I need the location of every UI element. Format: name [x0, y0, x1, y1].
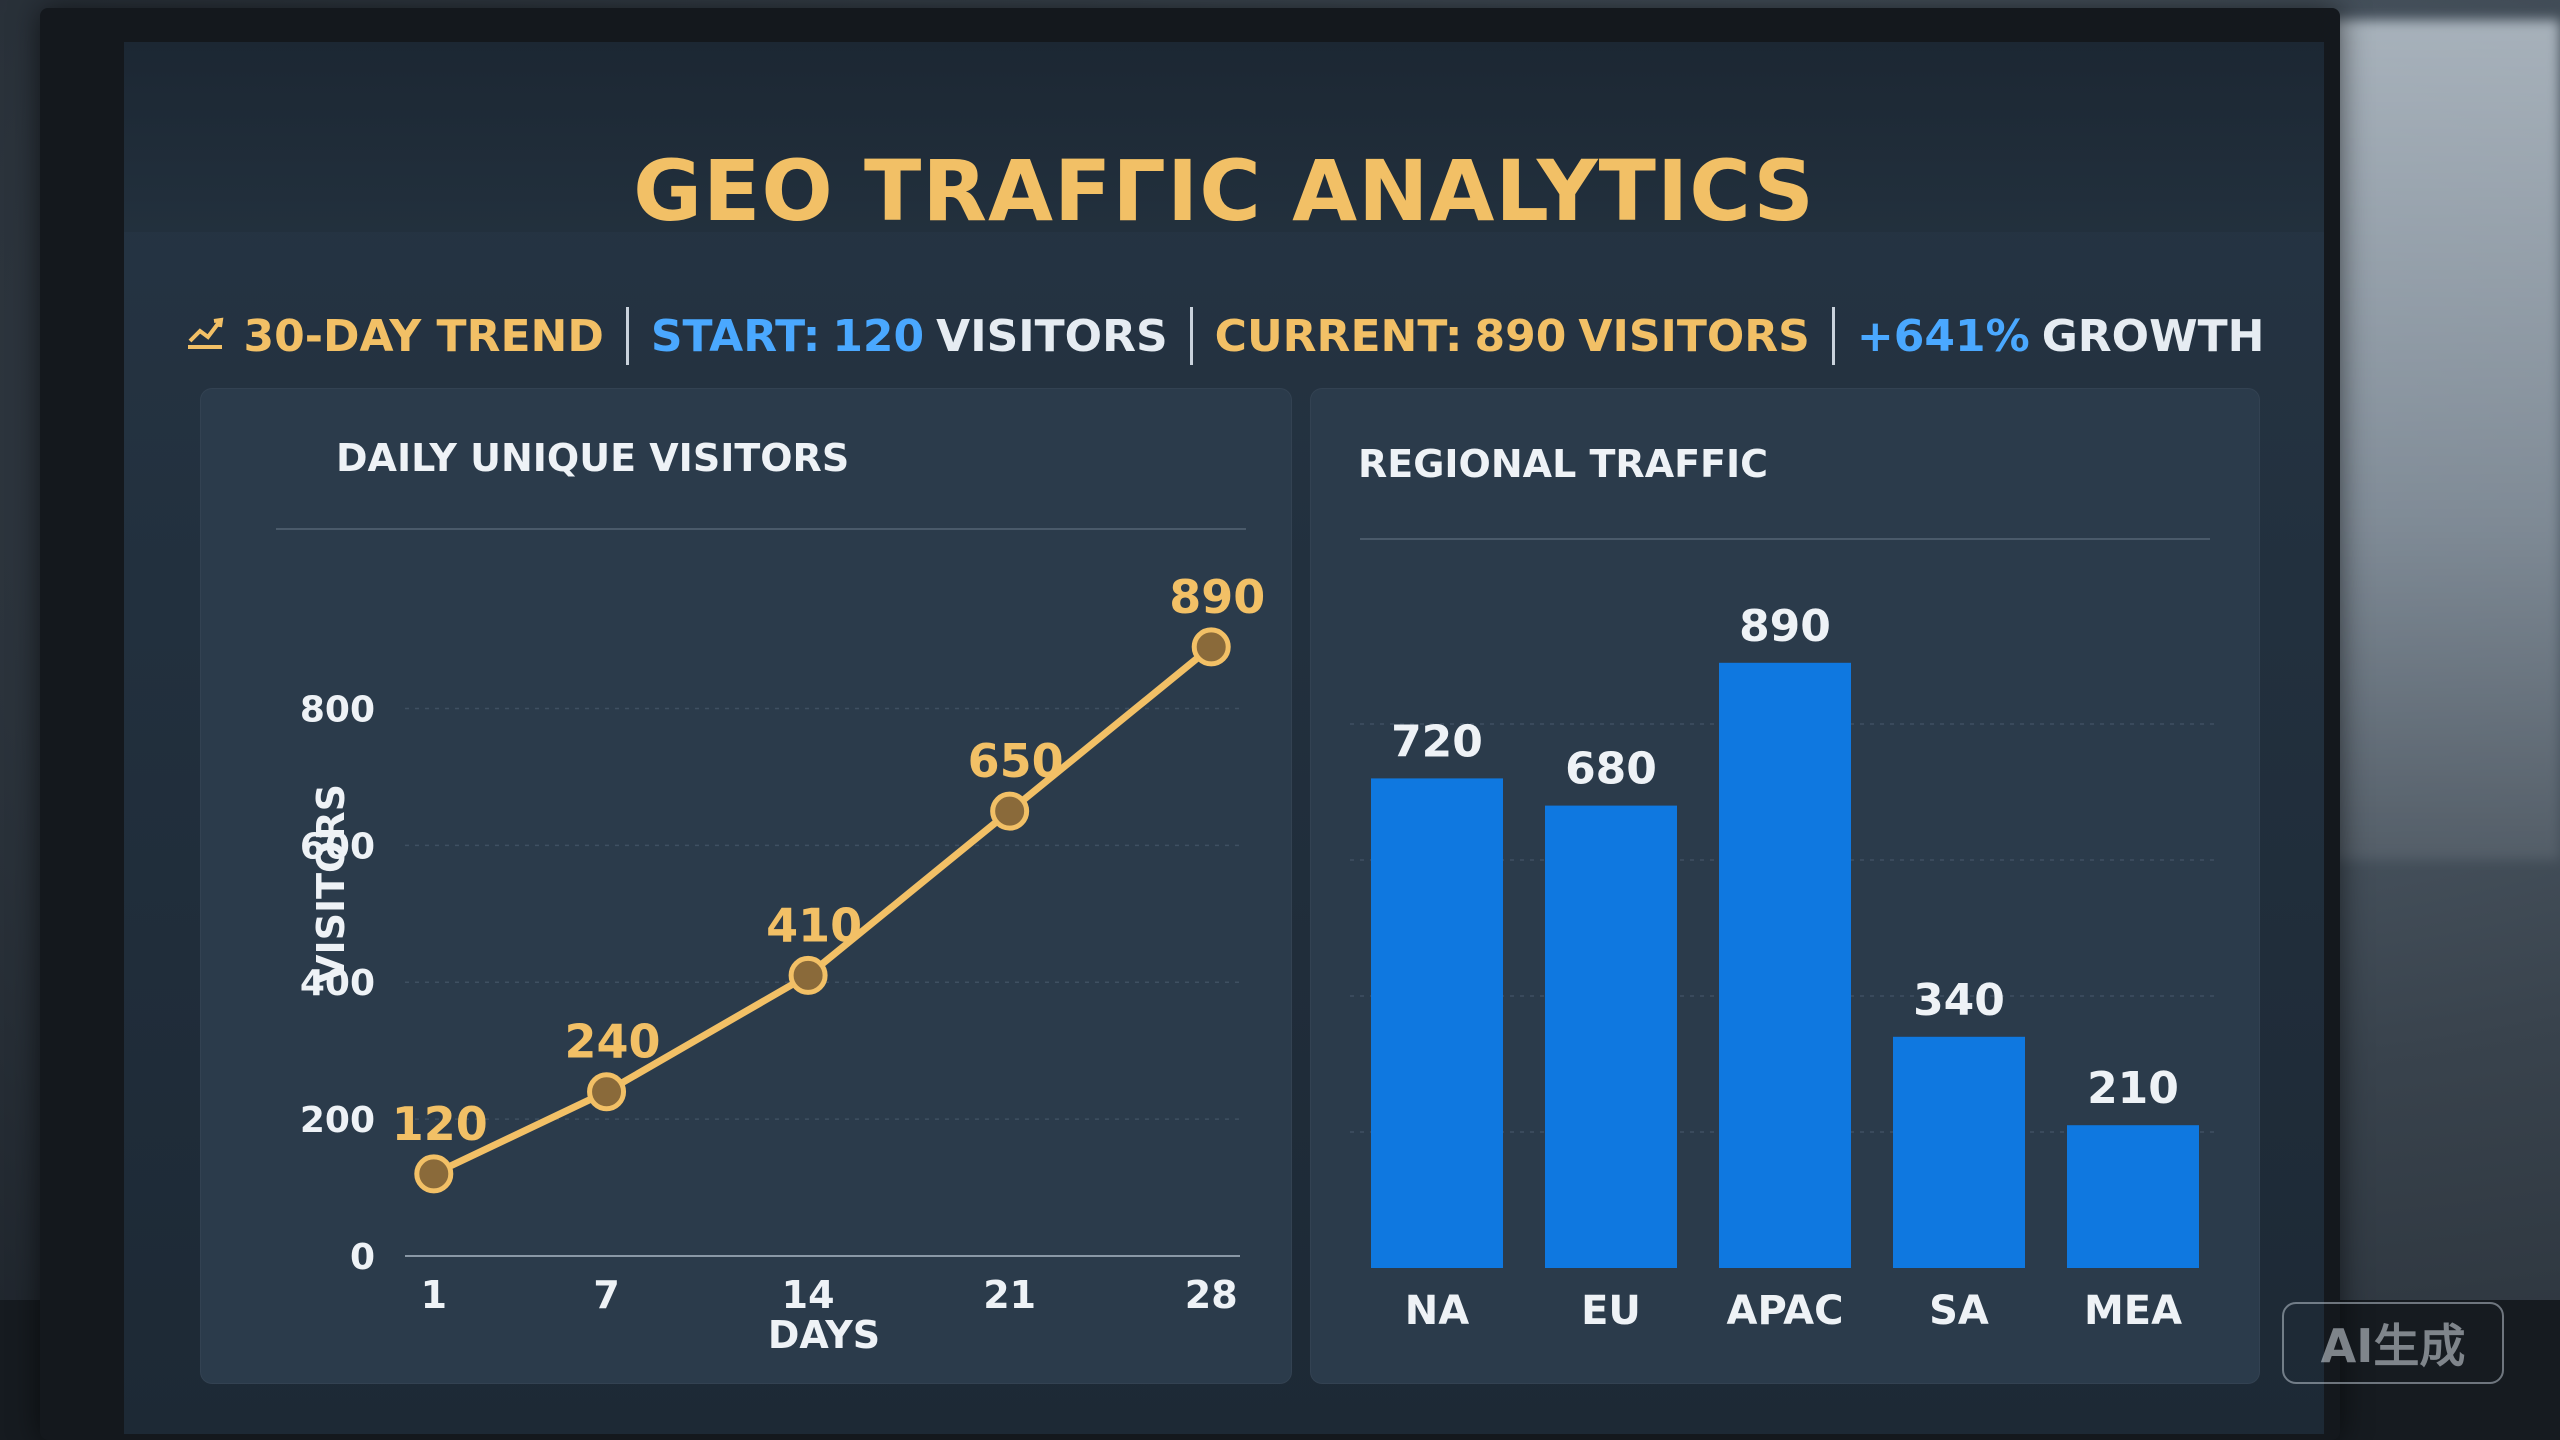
- monitor-bezel: GEO TRAFΓIC ANALYTICS 30-DAY TREND START…: [40, 8, 2340, 1440]
- bar-value-label: 210: [2087, 1063, 2179, 1114]
- bar-chart: 720 680 890 340 210 NA EU APAC SA MEA: [1350, 601, 2220, 1334]
- data-point: [990, 791, 1030, 831]
- bar-value-label: 340: [1913, 975, 2005, 1026]
- y-tick-label: 0: [350, 1237, 375, 1278]
- y-axis-label: VISITORS: [309, 784, 353, 984]
- y-tick-label: 800: [300, 689, 375, 730]
- category-label: NA: [1405, 1288, 1469, 1334]
- stat-start: START: 120 VISITORS: [629, 311, 1190, 362]
- category-label: MEA: [2084, 1288, 2182, 1334]
- bar: [1371, 778, 1503, 1268]
- page-title: GEO TRAFΓIC ANALYTICS: [633, 142, 1815, 240]
- stats-divider: [625, 307, 629, 365]
- current-label: CURRENT:: [1214, 310, 1463, 362]
- category-label: APAC: [1727, 1288, 1844, 1334]
- category-label: EU: [1581, 1288, 1641, 1334]
- line-chart-title: DAILY UNIQUE VISITORS: [336, 436, 850, 480]
- stat-current: CURRENT: 890 VISITORS: [1193, 311, 1832, 362]
- category-label: SA: [1929, 1288, 1989, 1334]
- dashboard-screen: GEO TRAFΓIC ANALYTICS 30-DAY TREND START…: [124, 42, 2324, 1434]
- data-label: 890: [1169, 570, 1265, 624]
- x-tick-label: 14: [782, 1273, 835, 1317]
- x-tick-label: 7: [593, 1273, 619, 1317]
- background-window: [2330, 20, 2560, 860]
- data-label: 120: [392, 1097, 488, 1151]
- bar-value-label: 680: [1565, 744, 1657, 795]
- bar-chart-panel: REGIONAL TRAFFIC 720 680 890 340 210 NA EU APA…: [1310, 388, 2260, 1384]
- start-label: START:: [650, 310, 821, 362]
- stats-bar: 30-DAY TREND START: 120 VISITORS CURRENT…: [124, 304, 2324, 368]
- trend-label: 30-DAY TREND: [243, 310, 604, 362]
- bar: [1545, 805, 1677, 1268]
- ai-generated-badge: AI生成: [2282, 1302, 2504, 1384]
- data-label: 410: [766, 898, 862, 952]
- current-value: 890: [1474, 310, 1567, 362]
- y-tick-label: 200: [300, 1100, 375, 1141]
- bar: [1893, 1036, 2025, 1268]
- growth-value: +641%: [1856, 310, 2030, 362]
- data-point: [788, 955, 828, 995]
- bar: [1719, 662, 1851, 1268]
- start-value: 120: [832, 310, 925, 362]
- bar: [2067, 1125, 2199, 1268]
- header-band: [124, 42, 2324, 232]
- current-unit: VISITORS: [1578, 310, 1810, 362]
- x-tick-label: 21: [983, 1273, 1036, 1317]
- data-label: 240: [565, 1015, 661, 1069]
- line-chart-panel: DAILY UNIQUE VISITORS 0 200 400 600 800 1 7 14…: [200, 388, 1292, 1384]
- line-chart: 0 200 400 600 800 1 7 14 21 28 120 240 410 650 890 D…: [300, 570, 1265, 1357]
- bar-value-label: 890: [1739, 601, 1831, 652]
- panel-divider: [276, 528, 1246, 530]
- stats-divider: [1189, 307, 1193, 365]
- stats-divider: [1831, 307, 1835, 365]
- trend-chart-icon: [184, 311, 226, 362]
- y-tick-label: 600: [300, 826, 375, 867]
- bar-chart-title: REGIONAL TRAFFIC: [1358, 442, 1769, 486]
- bar-value-label: 720: [1391, 716, 1483, 767]
- panel-divider: [1360, 538, 2210, 540]
- x-axis-label: DAYS: [768, 1313, 880, 1357]
- data-point: [587, 1072, 627, 1112]
- data-label: 650: [968, 734, 1064, 788]
- stat-trend: 30-DAY TREND: [162, 311, 626, 362]
- x-tick-label: 28: [1185, 1273, 1238, 1317]
- y-tick-label: 400: [300, 963, 375, 1004]
- x-tick-label: 1: [421, 1273, 447, 1317]
- growth-label: GROWTH: [2041, 310, 2265, 362]
- data-point: [1191, 627, 1231, 667]
- stat-growth: +641% GROWTH: [1835, 311, 2287, 362]
- data-point: [414, 1154, 454, 1194]
- start-unit: VISITORS: [936, 310, 1168, 362]
